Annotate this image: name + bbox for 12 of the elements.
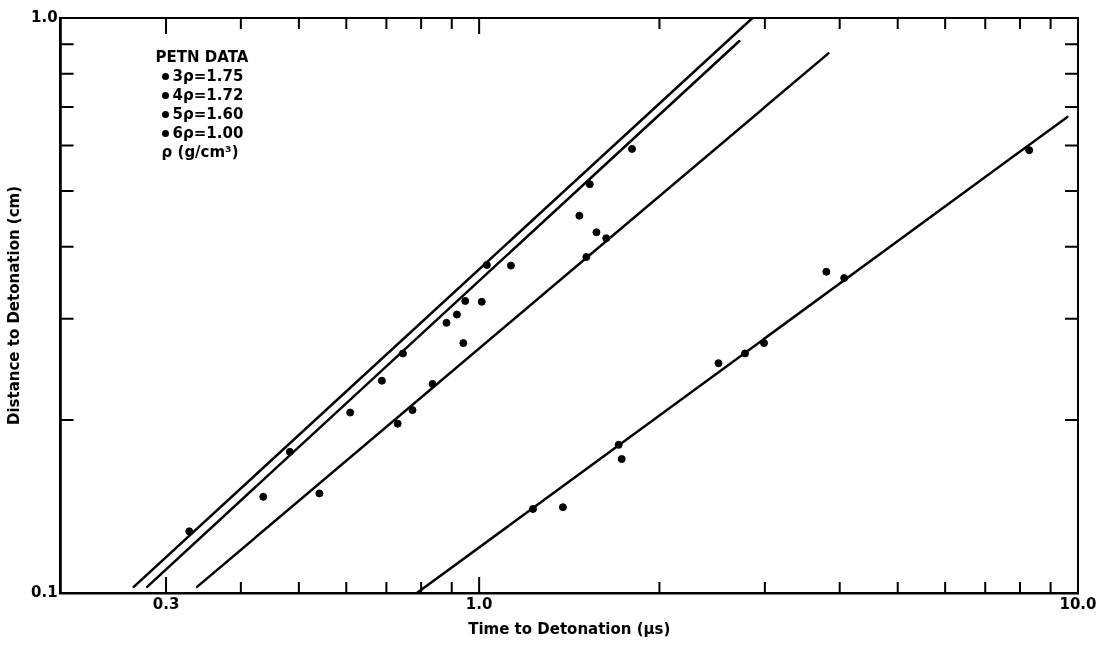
x-tick-label: 0.3: [152, 594, 180, 613]
legend-title: PETN DATA: [155, 48, 249, 67]
annotation: ρ (g/cm³): [160, 143, 240, 162]
x-tick-label: 10.0: [1059, 594, 1097, 613]
legend-label: 4ρ=1.72: [172, 86, 244, 104]
legend-label: 5ρ=1.60: [172, 105, 244, 123]
y-tick-label: 0.1: [30, 582, 58, 601]
y-axis-title: Distance to Detonation (cm): [4, 185, 23, 426]
x-tick-label: 1.0: [465, 594, 493, 613]
x-axis-title: Time to Detonation (μs): [468, 619, 671, 638]
legend-label: 3ρ=1.75: [172, 67, 244, 85]
legend-label: 6ρ=1.00: [172, 124, 244, 142]
